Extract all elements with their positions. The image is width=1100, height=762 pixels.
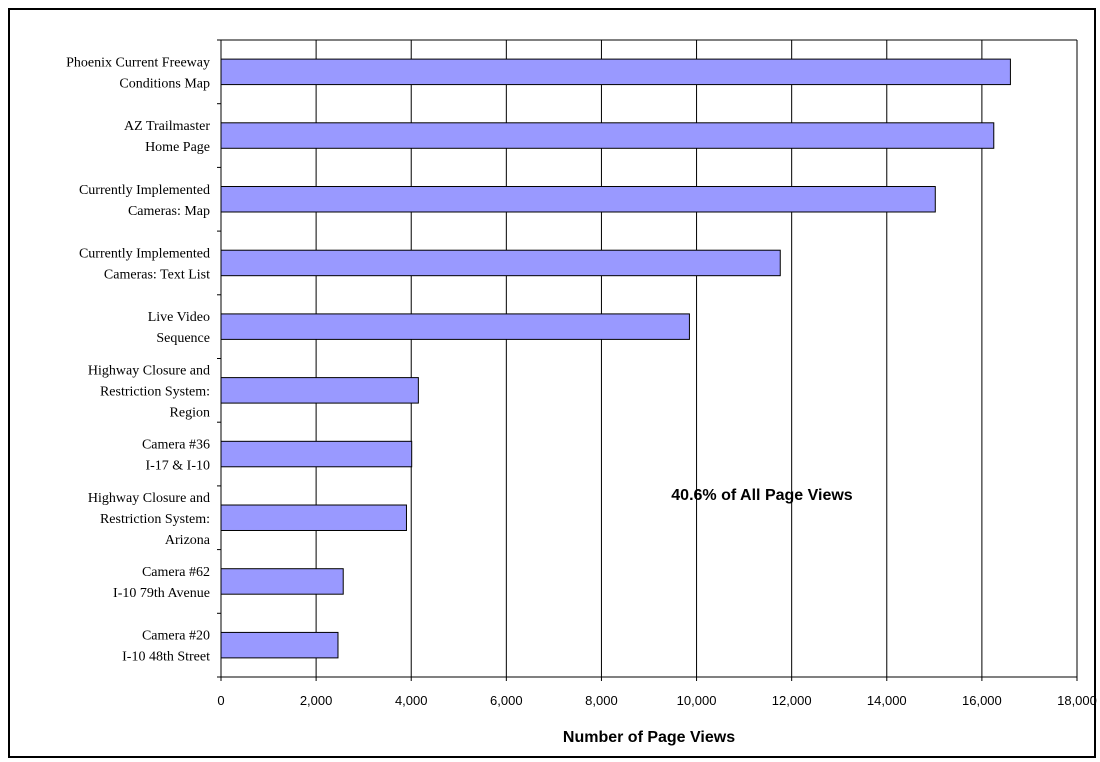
annotation-text: 40.6% of All Page Views bbox=[671, 487, 853, 504]
category-label: Currently Implemented bbox=[79, 183, 210, 198]
category-label: I-17 & I-10 bbox=[145, 459, 210, 474]
category-label: Region bbox=[170, 405, 210, 420]
x-tick-label: 10,000 bbox=[677, 693, 717, 708]
category-label: Camera #20 bbox=[142, 629, 210, 644]
category-label: Highway Closure and bbox=[88, 363, 210, 378]
category-label: I-10 48th Street bbox=[122, 650, 210, 665]
category-label: Cameras: Text List bbox=[104, 267, 210, 282]
category-label: Live Video bbox=[148, 310, 210, 325]
x-tick-label: 4,000 bbox=[395, 693, 428, 708]
category-label: AZ Trailmaster bbox=[124, 119, 210, 134]
x-tick-label: 2,000 bbox=[300, 693, 333, 708]
category-label: I-10 79th Avenue bbox=[113, 586, 210, 601]
category-label: Arizona bbox=[165, 533, 211, 548]
x-tick-label: 0 bbox=[217, 693, 224, 708]
bar bbox=[220, 249, 781, 277]
category-label: Sequence bbox=[156, 331, 210, 346]
x-tick-label: 6,000 bbox=[490, 693, 523, 708]
category-label: Restriction System: bbox=[100, 512, 210, 527]
bar bbox=[220, 58, 1011, 86]
x-tick-label: 14,000 bbox=[867, 693, 907, 708]
bar bbox=[220, 313, 690, 340]
category-label: Highway Closure and bbox=[88, 491, 210, 506]
bar bbox=[220, 186, 936, 213]
bar bbox=[220, 122, 995, 149]
category-label: Home Page bbox=[145, 140, 210, 155]
bar bbox=[220, 377, 419, 404]
category-label: Camera #62 bbox=[142, 565, 210, 580]
x-axis-title: Number of Page Views bbox=[563, 729, 735, 746]
category-label: Phoenix Current Freeway bbox=[66, 55, 210, 70]
category-label: Restriction System: bbox=[100, 384, 210, 399]
x-tick-label: 8,000 bbox=[585, 693, 618, 708]
x-tick-label: 18,000 bbox=[1057, 693, 1097, 708]
bar bbox=[220, 631, 339, 659]
category-label: Camera #36 bbox=[142, 438, 210, 453]
bar bbox=[220, 568, 344, 595]
x-tick-label: 12,000 bbox=[772, 693, 812, 708]
category-label: Cameras: Map bbox=[128, 204, 210, 219]
category-label: Conditions Map bbox=[119, 76, 210, 91]
bar bbox=[220, 440, 413, 468]
bar bbox=[220, 504, 407, 531]
category-label: Currently Implemented bbox=[79, 246, 210, 261]
x-tick-label: 16,000 bbox=[962, 693, 1002, 708]
